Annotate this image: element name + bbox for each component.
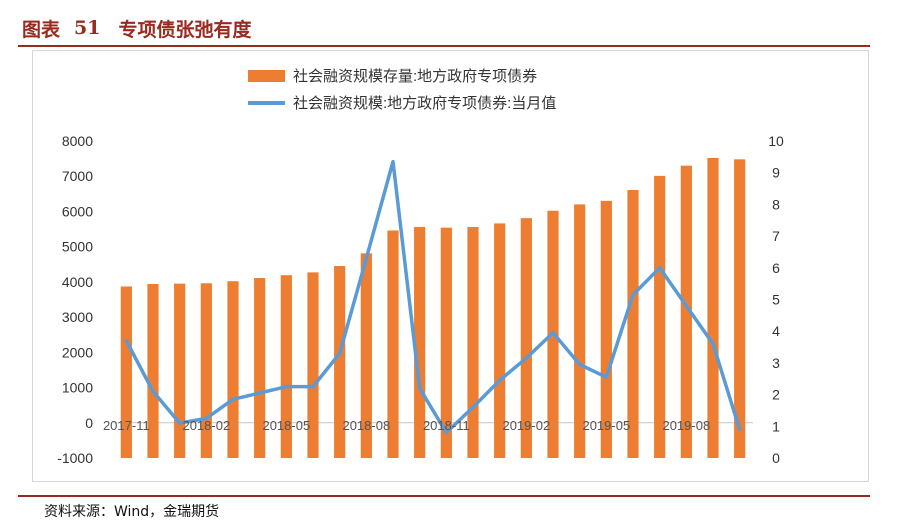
line-point bbox=[258, 391, 262, 395]
bar bbox=[307, 272, 319, 458]
line-point bbox=[124, 339, 128, 343]
bar bbox=[654, 175, 666, 458]
y-right-tick-label: 0 bbox=[772, 450, 780, 466]
y-left-tick-label: 2000 bbox=[62, 344, 93, 360]
bar bbox=[467, 226, 479, 458]
y-left-tick-label: 4000 bbox=[62, 274, 93, 290]
footer-rule bbox=[18, 495, 870, 497]
y-right-tick-label: 10 bbox=[768, 133, 784, 149]
figure-title: 专项债张弛有度 bbox=[118, 18, 252, 41]
bar bbox=[280, 275, 292, 458]
line-point bbox=[471, 405, 475, 409]
x-tick-labels: 2017-11 2018-02 2018-05 2018-08 2018-11 2019-… bbox=[103, 418, 710, 433]
bar bbox=[174, 283, 186, 458]
line-point bbox=[604, 375, 608, 379]
x-tick-label: 2018-05 bbox=[262, 418, 310, 433]
x-tick-label: 2019-05 bbox=[582, 418, 630, 433]
line-point bbox=[578, 362, 582, 366]
line-point bbox=[284, 385, 288, 389]
legend-bar-swatch bbox=[248, 70, 285, 82]
bar bbox=[254, 278, 266, 458]
bar bbox=[227, 281, 239, 458]
y-right-tick-label: 1 bbox=[772, 418, 780, 434]
bar bbox=[440, 227, 452, 458]
bar bbox=[414, 226, 426, 458]
line-point bbox=[658, 266, 662, 270]
source-note: 资料来源：Wind，金瑞期货 bbox=[44, 504, 220, 520]
y-right-tick-label: 7 bbox=[772, 228, 780, 244]
line-point bbox=[684, 304, 688, 308]
x-tick-label: 2018-02 bbox=[182, 418, 230, 433]
line-point bbox=[338, 351, 342, 355]
bar-series bbox=[120, 157, 746, 458]
legend-line-label: 社会融资规模:地方政府专项债券:当月值 bbox=[293, 95, 556, 112]
line-point bbox=[178, 421, 182, 425]
bar bbox=[574, 204, 586, 458]
line-point bbox=[631, 293, 635, 297]
bar bbox=[360, 253, 372, 458]
bar bbox=[494, 223, 506, 458]
x-tick-label: 2018-08 bbox=[342, 418, 390, 433]
line-point bbox=[551, 331, 555, 335]
line-point bbox=[711, 342, 715, 346]
x-tick-label: 2017-11 bbox=[103, 418, 150, 433]
y-right-tick-label: 6 bbox=[772, 260, 780, 276]
bar bbox=[734, 159, 746, 458]
y-left-tick-label: 7000 bbox=[62, 168, 93, 184]
figure-header: 图表 51 专项债张弛有度 bbox=[22, 14, 251, 42]
y-right-tick-label: 4 bbox=[772, 323, 780, 339]
line-series bbox=[124, 159, 742, 435]
legend-bar-label: 社会融资规模存量:地方政府专项债券 bbox=[293, 68, 537, 85]
line-point bbox=[311, 385, 315, 389]
header-rule bbox=[18, 45, 870, 47]
x-tick-label: 2019-02 bbox=[502, 418, 550, 433]
y-left-tick-label: 3000 bbox=[62, 309, 93, 325]
x-tick-label: 2019-08 bbox=[662, 418, 710, 433]
bar bbox=[387, 230, 399, 458]
bar bbox=[334, 266, 346, 458]
line-point bbox=[204, 416, 208, 420]
line-point bbox=[418, 386, 422, 390]
y-right-tick-label: 9 bbox=[772, 165, 780, 181]
y-left-tick-label: 8000 bbox=[62, 133, 93, 149]
y-left-tick-label: -1000 bbox=[57, 450, 93, 466]
y-left-tick-label: 5000 bbox=[62, 239, 93, 255]
bar bbox=[707, 157, 719, 458]
y-right-tick-label: 8 bbox=[772, 196, 780, 212]
line-point bbox=[391, 160, 395, 164]
line-point bbox=[524, 356, 528, 360]
y-right-tick-label: 5 bbox=[772, 292, 780, 308]
bar bbox=[147, 284, 159, 458]
bar bbox=[120, 286, 132, 458]
bar bbox=[627, 189, 639, 458]
y-left-tick-label: 1000 bbox=[62, 380, 93, 396]
line-point bbox=[364, 256, 368, 260]
y-left-tick-label: 0 bbox=[85, 415, 93, 431]
y-tick-labels: -1000 0 1000 2000 3000 4000 5000 6000 7000 8000 0 1… bbox=[57, 133, 784, 466]
bar bbox=[600, 200, 612, 458]
figure-number: 51 bbox=[74, 17, 101, 39]
line-point bbox=[444, 431, 448, 435]
line-point bbox=[498, 378, 502, 382]
y-left-tick-label: 6000 bbox=[62, 203, 93, 219]
y-right-tick-label: 2 bbox=[772, 387, 780, 403]
bar bbox=[200, 283, 212, 458]
bar bbox=[520, 218, 532, 458]
line-point bbox=[738, 427, 742, 431]
y-right-tick-label: 3 bbox=[772, 355, 780, 371]
figure-label: 图表 bbox=[22, 18, 61, 41]
series-line bbox=[124, 159, 742, 435]
line-point bbox=[151, 389, 155, 393]
bar bbox=[680, 165, 692, 458]
chart-panel: 社会融资规模存量:地方政府专项债券 社会融资规模:地方政府专项债券:当月值 201… bbox=[32, 50, 869, 482]
x-tick-label: 2018-11 bbox=[423, 418, 470, 433]
line-point bbox=[231, 397, 235, 401]
